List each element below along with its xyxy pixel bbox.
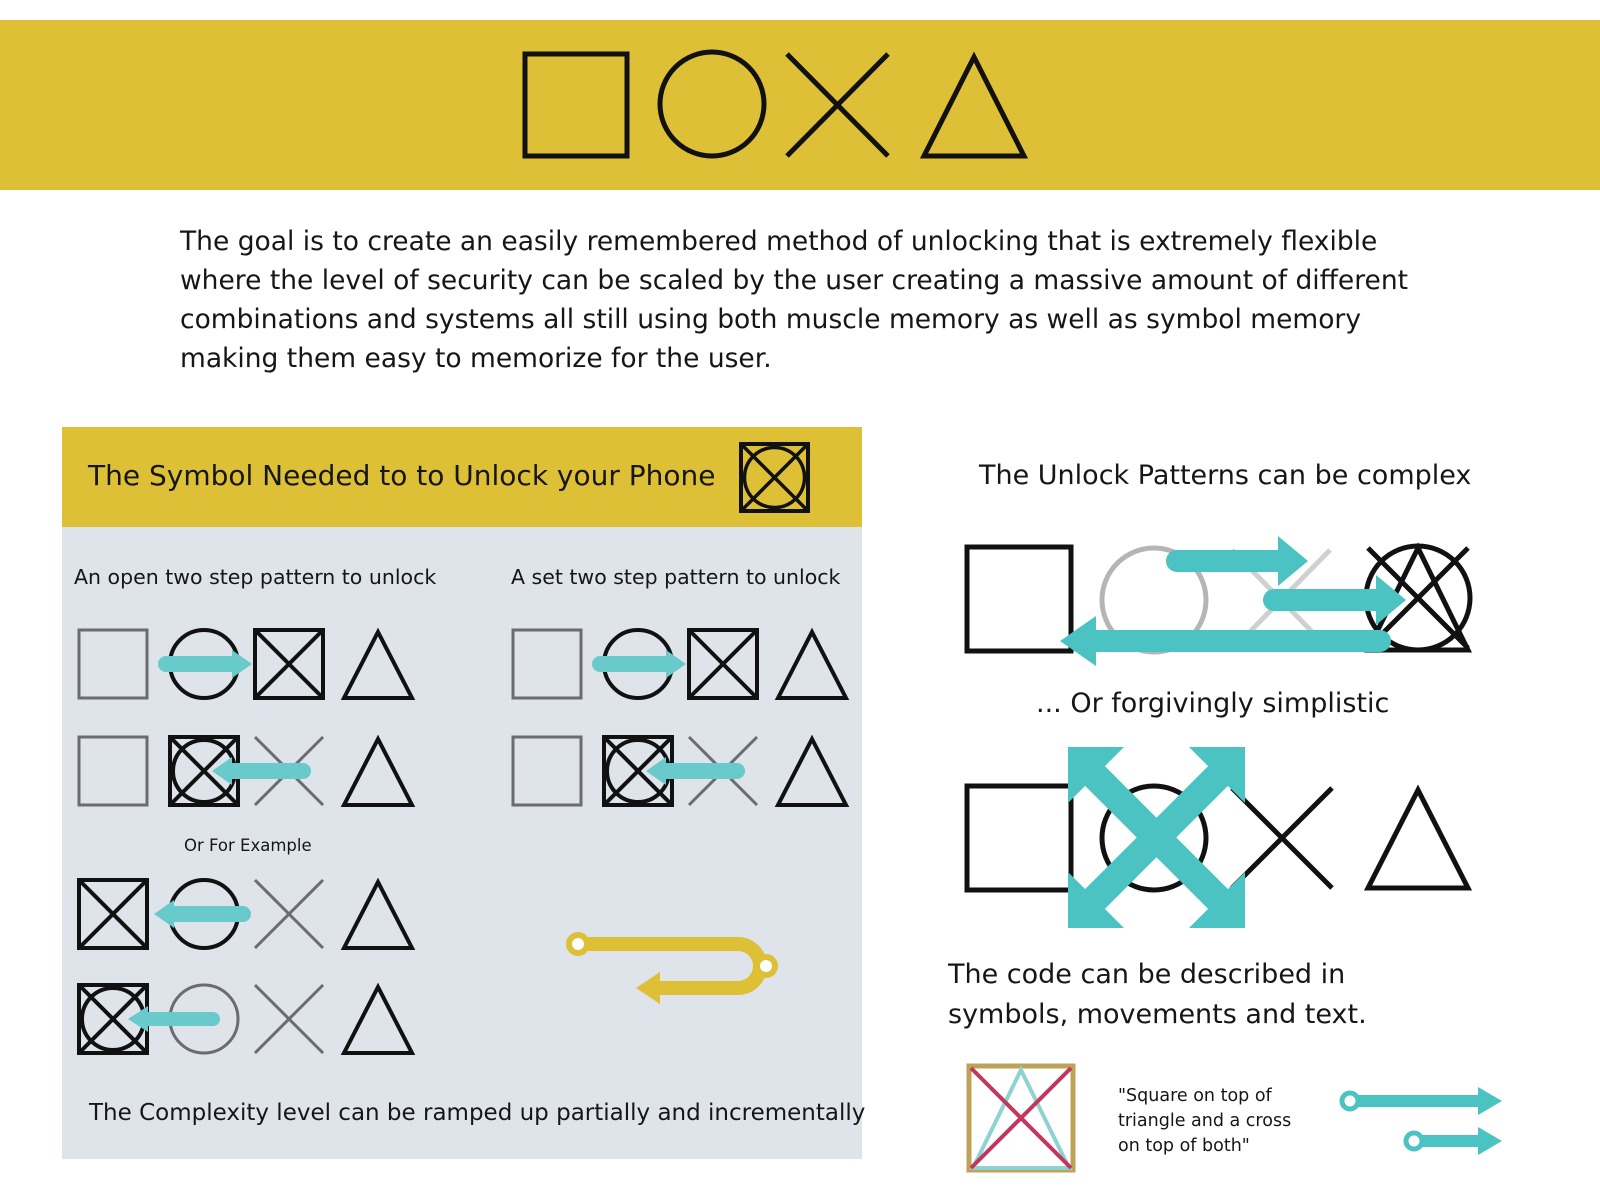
intro-paragraph: The goal is to create an easily remember… [180, 226, 1409, 374]
open-pattern-label: An open two step pattern to unlock [74, 565, 437, 589]
triangle-icon [774, 627, 850, 700]
u-turn-arrow-icon [566, 932, 778, 1004]
movement-arrows-icon [1339, 1087, 1502, 1155]
triangle-icon [774, 734, 850, 807]
crossed-square-icon [253, 628, 325, 700]
example-label: Or For Example [184, 836, 312, 855]
circle-icon [1099, 783, 1209, 893]
triangle-icon [919, 51, 1029, 159]
triangle-icon [340, 627, 416, 700]
triangle-icon [340, 877, 416, 950]
cross-icon [785, 52, 890, 158]
cross-icon [253, 878, 325, 950]
example-row-1 [77, 877, 416, 950]
triangle-icon [340, 734, 416, 807]
complex-pattern [964, 536, 1473, 666]
circle-icon [657, 49, 767, 159]
example-row-2 [77, 982, 416, 1055]
panel-body [62, 527, 862, 1159]
panel-header [62, 427, 862, 527]
crossed-square-icon [77, 878, 149, 950]
square-icon [511, 628, 583, 700]
open-row-1 [77, 627, 416, 700]
complexity-footer: The Complexity level can be ramped up pa… [89, 1100, 866, 1126]
simple-pattern [964, 747, 1473, 928]
open-row-2 [77, 734, 416, 807]
pattern-examples [77, 627, 850, 1055]
square-icon [522, 51, 630, 159]
triangle-icon [340, 982, 416, 1055]
cross-icon [1230, 786, 1334, 890]
crossed-square-icon [687, 628, 759, 700]
square-icon [77, 735, 149, 807]
set-row-2 [511, 734, 850, 807]
simple-heading-text: ... Or forgivingly simplistic [1036, 688, 1390, 719]
set-pattern-label: A set two step pattern to unlock [511, 565, 841, 589]
big-cross-arrows-icon [1068, 747, 1245, 928]
banner-symbols [522, 49, 1029, 159]
stacked-symbol-icon [966, 1063, 1076, 1173]
unlock-symbol-icon [739, 442, 810, 513]
cross-icon [253, 983, 325, 1055]
quote-text: "Square on top of triangle and a cross o… [1118, 1086, 1292, 1156]
square-icon [964, 783, 1074, 893]
described-text: The code can be described in symbols, mo… [948, 959, 1367, 1030]
set-row-1 [511, 627, 850, 700]
triangle-icon [1363, 784, 1473, 891]
square-icon [77, 628, 149, 700]
code-description [966, 1063, 1502, 1173]
complex-heading: The Unlock Patterns can be complex [979, 460, 1472, 491]
square-icon [511, 735, 583, 807]
header-banner [0, 20, 1600, 190]
panel-title: The Symbol Needed to to Unlock your Phon… [88, 459, 716, 492]
square-icon [964, 544, 1074, 654]
